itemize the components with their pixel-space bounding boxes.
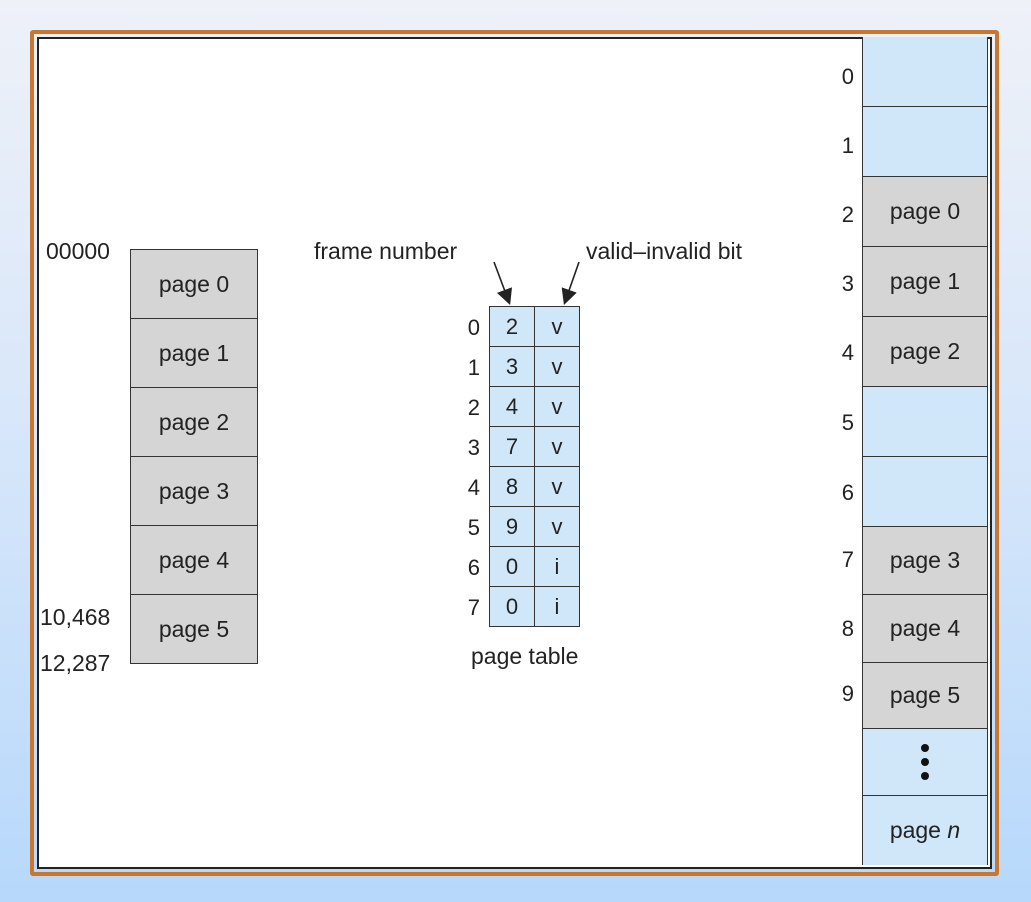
frame-index: 4 bbox=[841, 340, 854, 365]
frame-number-cell: 8 bbox=[490, 467, 535, 506]
logical-page: page 3 bbox=[131, 457, 257, 526]
page-table-caption: page table bbox=[471, 643, 579, 669]
page-n-variable: n bbox=[947, 817, 961, 843]
physical-frame bbox=[863, 387, 987, 457]
logical-memory: page 0 page 1 page 2 page 3 page 4 page … bbox=[130, 249, 258, 664]
physical-frame: page 2 bbox=[863, 317, 987, 387]
page-table: 2 v 3 v 4 v 7 v 8 v 9 v 0 i 0 i bbox=[489, 306, 580, 627]
page-table-row: 7 v bbox=[490, 427, 579, 467]
page-table-row: 2 v bbox=[490, 307, 579, 347]
logical-page: page 1 bbox=[131, 319, 257, 388]
valid-invalid-bit-label: valid–invalid bit bbox=[586, 238, 742, 264]
page-table-index: 7 bbox=[467, 595, 480, 620]
physical-frame bbox=[863, 107, 987, 177]
logical-page: page 0 bbox=[131, 250, 257, 319]
frame-index: 8 bbox=[841, 616, 854, 641]
frame-index: 7 bbox=[841, 547, 854, 572]
frame-index: 6 bbox=[841, 480, 854, 505]
frame-number-label: frame number bbox=[314, 238, 458, 264]
address-start-label: 00000 bbox=[46, 238, 110, 264]
valid-bit-cell: v bbox=[535, 507, 579, 546]
frame-number-cell: 7 bbox=[490, 427, 535, 466]
page-table-index: 3 bbox=[467, 435, 480, 460]
frame-number-cell: 9 bbox=[490, 507, 535, 546]
page-table-index: 1 bbox=[467, 355, 480, 380]
frame-number-arrow bbox=[493, 261, 512, 305]
valid-bit-cell: v bbox=[535, 387, 579, 426]
physical-frame: page 1 bbox=[863, 247, 987, 317]
page-table-row: 9 v bbox=[490, 507, 579, 547]
frame-index: 5 bbox=[841, 410, 854, 435]
frame-index: 1 bbox=[841, 133, 854, 158]
page-table-index: 5 bbox=[467, 515, 480, 540]
address-last-page-label: 10,468 bbox=[40, 604, 111, 630]
address-end-label: 12,287 bbox=[40, 650, 111, 676]
frame-index: 2 bbox=[841, 202, 854, 227]
frame-index: 9 bbox=[841, 681, 854, 706]
valid-bit-cell: i bbox=[535, 547, 579, 586]
physical-frame bbox=[863, 37, 987, 107]
page-table-row: 3 v bbox=[490, 347, 579, 387]
page-table-index: 0 bbox=[467, 315, 480, 340]
page-table-row: 4 v bbox=[490, 387, 579, 427]
frame-number-cell: 2 bbox=[490, 307, 535, 346]
physical-frame: page 0 bbox=[863, 177, 987, 247]
valid-bit-arrow bbox=[561, 261, 580, 306]
logical-page: page 2 bbox=[131, 388, 257, 457]
logical-page: page 5 bbox=[158, 615, 230, 642]
physical-memory: page 0 page 1 page 2 page 3 page 4 page … bbox=[862, 37, 988, 865]
frame-number-cell: 3 bbox=[490, 347, 535, 386]
page-table-row: 0 i bbox=[490, 587, 579, 626]
physical-frame bbox=[863, 457, 987, 527]
vertical-ellipsis-icon bbox=[921, 744, 929, 780]
ellipsis-frame bbox=[863, 729, 987, 796]
frame-number-cell: 0 bbox=[490, 547, 535, 586]
frame-number-cell: 0 bbox=[490, 587, 535, 626]
frame-number-cell: 4 bbox=[490, 387, 535, 426]
frame-index: 3 bbox=[841, 271, 854, 296]
page-n-prefix: page bbox=[889, 817, 941, 843]
physical-frame: page 4 bbox=[863, 595, 987, 663]
physical-frame-last: page n bbox=[863, 796, 987, 865]
physical-frame: page 3 bbox=[863, 527, 987, 595]
page-table-index: 2 bbox=[467, 395, 480, 420]
page-table-row: 0 i bbox=[490, 547, 579, 587]
page-table-index: 4 bbox=[467, 475, 480, 500]
valid-bit-cell: v bbox=[535, 307, 579, 346]
valid-bit-cell: v bbox=[535, 467, 579, 506]
logical-page: page 4 bbox=[131, 526, 257, 595]
valid-bit-cell: i bbox=[535, 587, 579, 626]
valid-bit-cell: v bbox=[535, 347, 579, 386]
page-table-row: 8 v bbox=[490, 467, 579, 507]
page-table-index: 6 bbox=[467, 555, 480, 580]
frame-index: 0 bbox=[841, 64, 854, 89]
physical-frame: page 5 bbox=[863, 663, 987, 729]
valid-bit-cell: v bbox=[535, 427, 579, 466]
